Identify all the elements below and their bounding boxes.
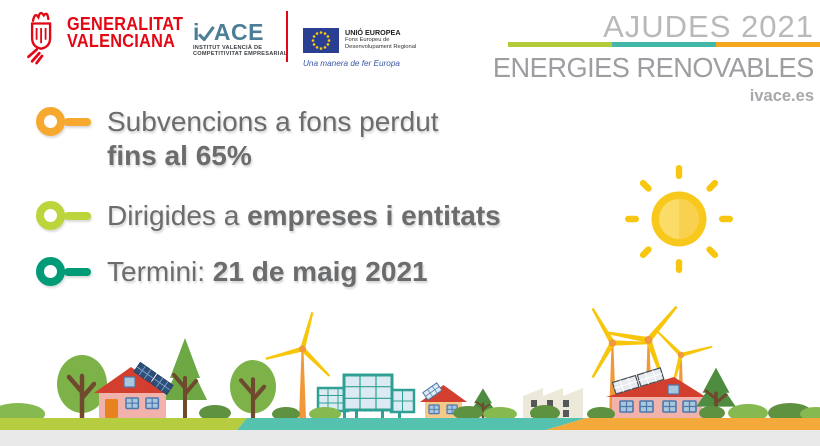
bullet-text-bold: empreses i entitats [247, 200, 501, 231]
bullet-text-normal: Termini: [107, 256, 213, 287]
wind-turbine-icon [264, 303, 345, 418]
header-divider [286, 11, 288, 62]
website-text: ivace.es [749, 87, 814, 105]
bullet-text-bold: 21 de maig 2021 [212, 256, 428, 287]
footer-bar [0, 430, 820, 446]
key-ring [36, 107, 65, 136]
bush-icon [199, 403, 820, 423]
key-icon [36, 257, 92, 287]
ivace-tagline-line2: COMPETITIVITAT EMPRESARIAL [193, 51, 288, 58]
ground-strip [0, 418, 820, 430]
key-stem [64, 268, 91, 276]
generalitat-wordmark: GENERALITAT VALENCIANA [67, 13, 184, 51]
generalitat-logo: GENERALITAT VALENCIANA [24, 8, 199, 65]
generalitat-line1: GENERALITAT [67, 13, 184, 34]
bullet-subvencions: Subvencions a fons perdut fins al 65% [36, 105, 439, 173]
key-ring [36, 257, 65, 286]
small-house-icon [420, 382, 467, 418]
ivace-logo: i ACE INSTITUT VALENCIÀ DE COMPETITIVITAT… [193, 19, 288, 58]
house-icon [94, 361, 174, 418]
checkmark-icon [197, 26, 215, 41]
ivace-suffix: ACE [213, 19, 264, 45]
accent-bar-orange [716, 42, 820, 47]
key-ring [36, 201, 65, 230]
generalitat-line2: VALENCIANA [67, 29, 176, 51]
eu-flag-icon [303, 28, 339, 53]
eu-title: UNIÓ EUROPEA [345, 28, 401, 37]
campaign-title: AJUDES 2021 [603, 9, 814, 44]
house-icon [606, 367, 706, 418]
ivace-prefix: i [193, 19, 200, 45]
key-icon [36, 201, 92, 231]
accent-bar [508, 42, 820, 47]
bullet-text: Dirigides a empreses i entitats [107, 199, 501, 233]
pine-tree-icon [161, 336, 209, 420]
eu-text: UNIÓ EUROPEA Fons Europeu de Desenvolupa… [345, 28, 416, 53]
tree-icon [230, 360, 276, 418]
bullet-text-normal: Dirigides a [107, 200, 248, 231]
bullet-text-bold: fins al 65% [107, 140, 252, 171]
campaign-subtitle: ENERGIES RENOVABLES [493, 52, 814, 83]
accent-bar-lime [508, 42, 612, 47]
bullet-text: Subvencions a fons perdut fins al 65% [107, 105, 439, 173]
bullet-text: Termini: 21 de maig 2021 [107, 255, 428, 289]
bullet-dirigides: Dirigides a empreses i entitats [36, 199, 501, 233]
ivace-tagline: INSTITUT VALENCIÀ DE COMPETITIVITAT EMPR… [193, 45, 288, 58]
sun-icon [625, 165, 733, 273]
key-stem [64, 118, 91, 126]
eu-subtitle-line2: Desenvolupament Regional [345, 43, 417, 50]
generalitat-crest-icon [27, 11, 52, 65]
ivace-wordmark: i ACE [193, 19, 288, 45]
key-stem [64, 212, 91, 220]
eu-subtitle-line1: Fons Europeu de [345, 37, 390, 43]
key-icon [36, 107, 92, 137]
bullet-text-normal: Subvencions a fons perdut [107, 106, 439, 137]
bullet-termini: Termini: 21 de maig 2021 [36, 255, 428, 289]
accent-bar-teal [612, 42, 716, 47]
eu-motto: Una manera de fer Europa [303, 59, 400, 68]
ivace-tagline-line1: INSTITUT VALENCIÀ DE [193, 45, 263, 51]
eu-logo: UNIÓ EUROPEA Fons Europeu de Desenvolupa… [303, 28, 416, 68]
